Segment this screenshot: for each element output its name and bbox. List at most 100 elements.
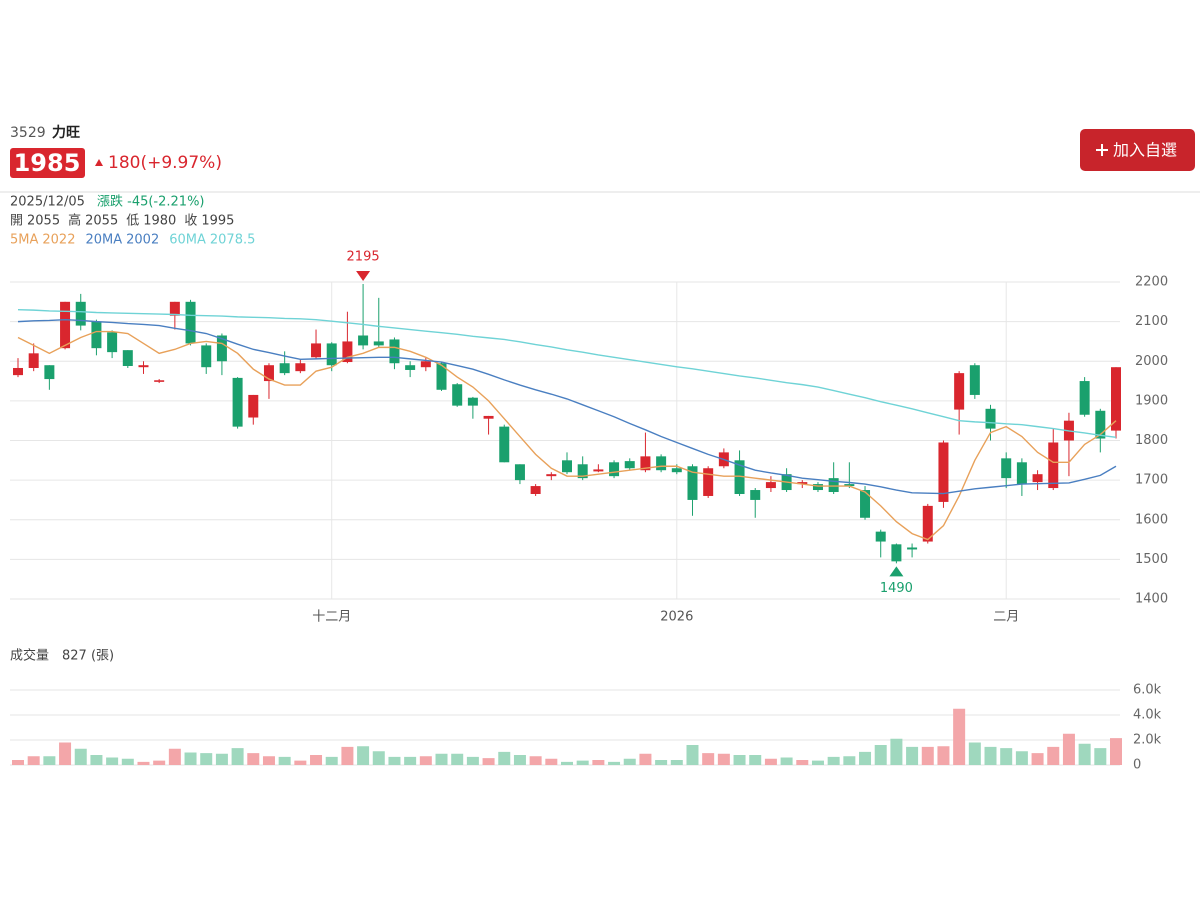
candle-body — [514, 464, 525, 481]
ma-name: 60MA — [169, 233, 206, 248]
candle-body — [44, 365, 55, 380]
candle-body — [373, 341, 384, 346]
high-marker — [356, 270, 371, 281]
volume-bar — [764, 758, 777, 765]
x-tick-label: 2026 — [660, 610, 693, 625]
candle-body — [216, 335, 227, 362]
candle-body — [185, 301, 196, 344]
volume-bar — [670, 760, 683, 765]
info-date: 2025/12/05 — [10, 195, 85, 210]
candle-body — [687, 466, 698, 500]
candle-body — [656, 456, 667, 471]
candle-body — [765, 482, 776, 489]
candle-body — [812, 484, 823, 491]
candle-body — [60, 301, 71, 349]
volume-bar — [921, 746, 934, 765]
candle-body — [263, 365, 274, 382]
button-label: 加入自選 — [1113, 141, 1177, 160]
volume-bar — [482, 758, 495, 765]
low-label: 1490 — [880, 581, 913, 596]
volume-bar — [137, 761, 150, 765]
y-tick-label: 1600 — [1135, 512, 1168, 527]
volume-bar — [435, 753, 448, 765]
candle-body — [28, 353, 39, 368]
volume-bar — [106, 757, 119, 765]
volume-bar — [702, 753, 715, 765]
candle-body — [154, 380, 165, 382]
candle-body — [844, 484, 855, 487]
volume-bar — [200, 753, 213, 765]
volume-bar — [247, 753, 260, 765]
add-watchlist-button[interactable] — [1080, 129, 1195, 171]
candle-body — [907, 547, 918, 550]
volume-bar — [310, 755, 323, 765]
candle-body — [138, 365, 149, 368]
volume-title: 成交量 — [10, 648, 49, 664]
ma-value: 2078.5 — [210, 233, 256, 248]
volume-bar — [811, 760, 824, 765]
high-label: 2195 — [347, 249, 380, 264]
ma-name: 20MA — [85, 233, 122, 248]
y-tick-label: 1500 — [1135, 552, 1168, 567]
volume-bar — [388, 756, 401, 765]
volume-bar — [357, 746, 370, 765]
price: 1985 — [14, 149, 81, 177]
ma-value: 2022 — [42, 233, 75, 248]
volume-bar — [686, 745, 699, 765]
candle-body — [577, 464, 588, 479]
candle-body — [248, 394, 259, 418]
ma-line — [17, 309, 1117, 439]
candle-body — [452, 384, 463, 406]
ohlc-label: 低 — [126, 214, 139, 229]
candle-body — [797, 482, 808, 485]
candle-body — [891, 544, 902, 562]
candle-body — [860, 490, 871, 518]
candle-body — [969, 365, 980, 395]
volume-bar — [262, 756, 275, 765]
ma-name: 5MA — [10, 233, 38, 248]
volume-bar — [576, 760, 589, 765]
candle-body — [467, 397, 478, 406]
volume-bar — [592, 760, 605, 765]
candle-body — [671, 468, 682, 473]
volume-bar — [890, 738, 903, 765]
volume-bar — [404, 756, 417, 765]
volume-bar — [843, 756, 856, 765]
stock-name: 力旺 — [52, 124, 80, 141]
volume-bar — [749, 755, 762, 765]
ohlc-value: 1980 — [143, 214, 176, 229]
price-badge — [10, 148, 85, 178]
candle-body — [279, 363, 290, 374]
volume-bar — [325, 756, 338, 765]
volume-bar — [184, 752, 197, 765]
y-tick-label: 2000 — [1135, 354, 1168, 369]
volume-bar — [1062, 733, 1075, 765]
candle-body — [169, 301, 180, 316]
candle-body — [107, 332, 118, 353]
candle-body — [358, 335, 369, 346]
volume-bar — [74, 748, 87, 765]
volume-bar — [1047, 746, 1060, 765]
volume-bar — [906, 746, 919, 765]
candle-body — [311, 343, 322, 358]
volume-bar — [43, 756, 56, 765]
candle-body — [562, 460, 572, 473]
y-tick-label: 0 — [1133, 758, 1141, 773]
volume-bar — [608, 761, 621, 765]
volume-bar — [874, 745, 887, 765]
y-tick-label: 2.0k — [1133, 733, 1162, 748]
ohlc-row: 開 2055 高 2055 低 1980 收 1995 — [10, 213, 234, 229]
candle-body — [609, 462, 620, 477]
volume-bar — [796, 760, 809, 765]
ohlc-value: 2055 — [27, 214, 60, 229]
candle-body — [201, 345, 212, 368]
y-tick-label: 1800 — [1135, 433, 1168, 448]
volume-bar — [623, 758, 636, 765]
candle-body — [389, 339, 400, 364]
candle-body — [342, 341, 353, 363]
candle-body — [1032, 474, 1043, 483]
candle-body — [593, 469, 604, 472]
y-tick-label: 2200 — [1135, 275, 1168, 290]
ma-line — [17, 318, 1117, 495]
